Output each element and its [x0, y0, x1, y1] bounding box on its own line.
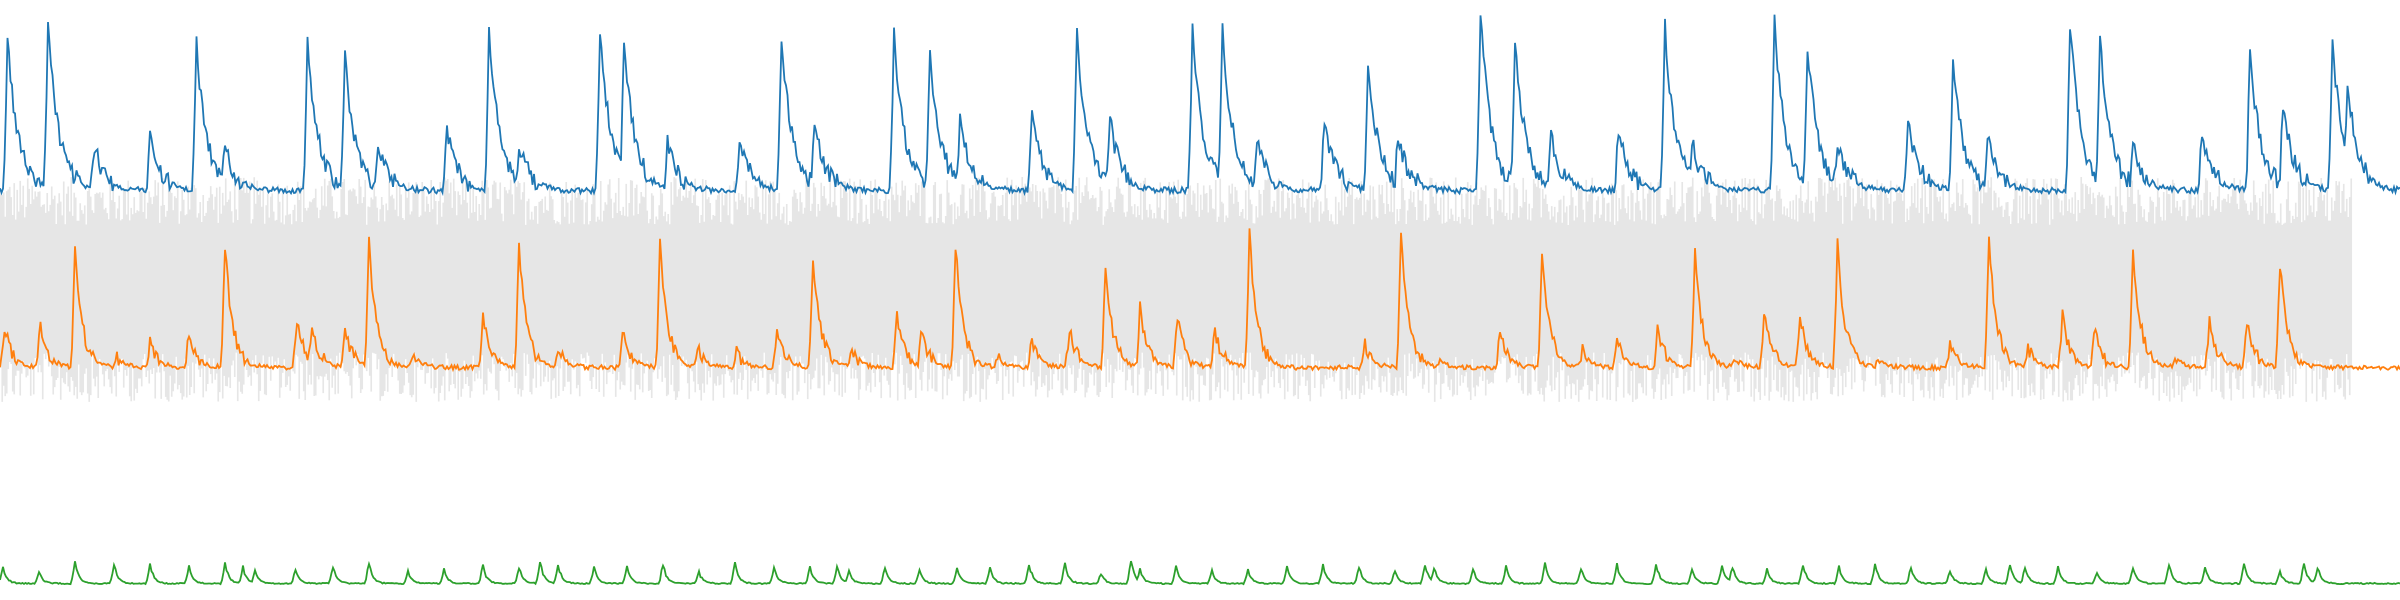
grey-band-series	[0, 177, 2353, 402]
orange-series-line	[0, 228, 2400, 373]
green-series-line	[0, 560, 2400, 586]
blue-series-line	[0, 14, 2400, 197]
